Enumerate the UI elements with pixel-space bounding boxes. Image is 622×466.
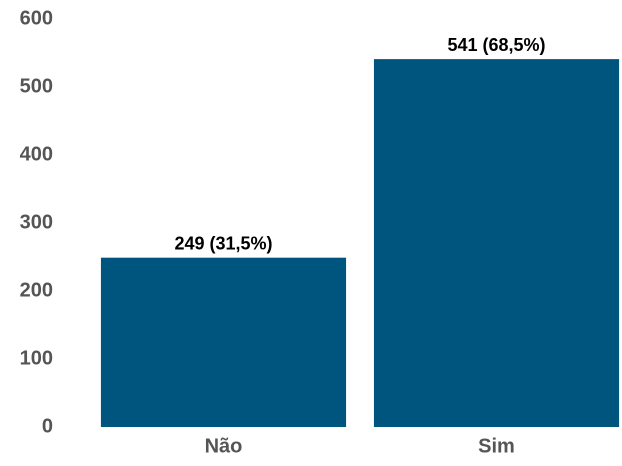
y-tick-label: 400 — [20, 143, 53, 165]
bar — [100, 257, 347, 427]
x-tick-label: Sim — [478, 435, 515, 457]
y-tick-label: 100 — [20, 347, 53, 369]
y-tick-label: 300 — [20, 211, 53, 233]
y-tick-label: 600 — [20, 7, 53, 29]
bar — [373, 59, 620, 428]
x-tick-label: Não — [205, 435, 243, 457]
y-tick-label: 0 — [42, 415, 53, 437]
value-label: 249 (31,5%) — [174, 233, 272, 253]
value-label: 541 (68,5%) — [447, 35, 545, 55]
y-tick-label: 500 — [20, 75, 53, 97]
y-tick-label: 200 — [20, 279, 53, 301]
